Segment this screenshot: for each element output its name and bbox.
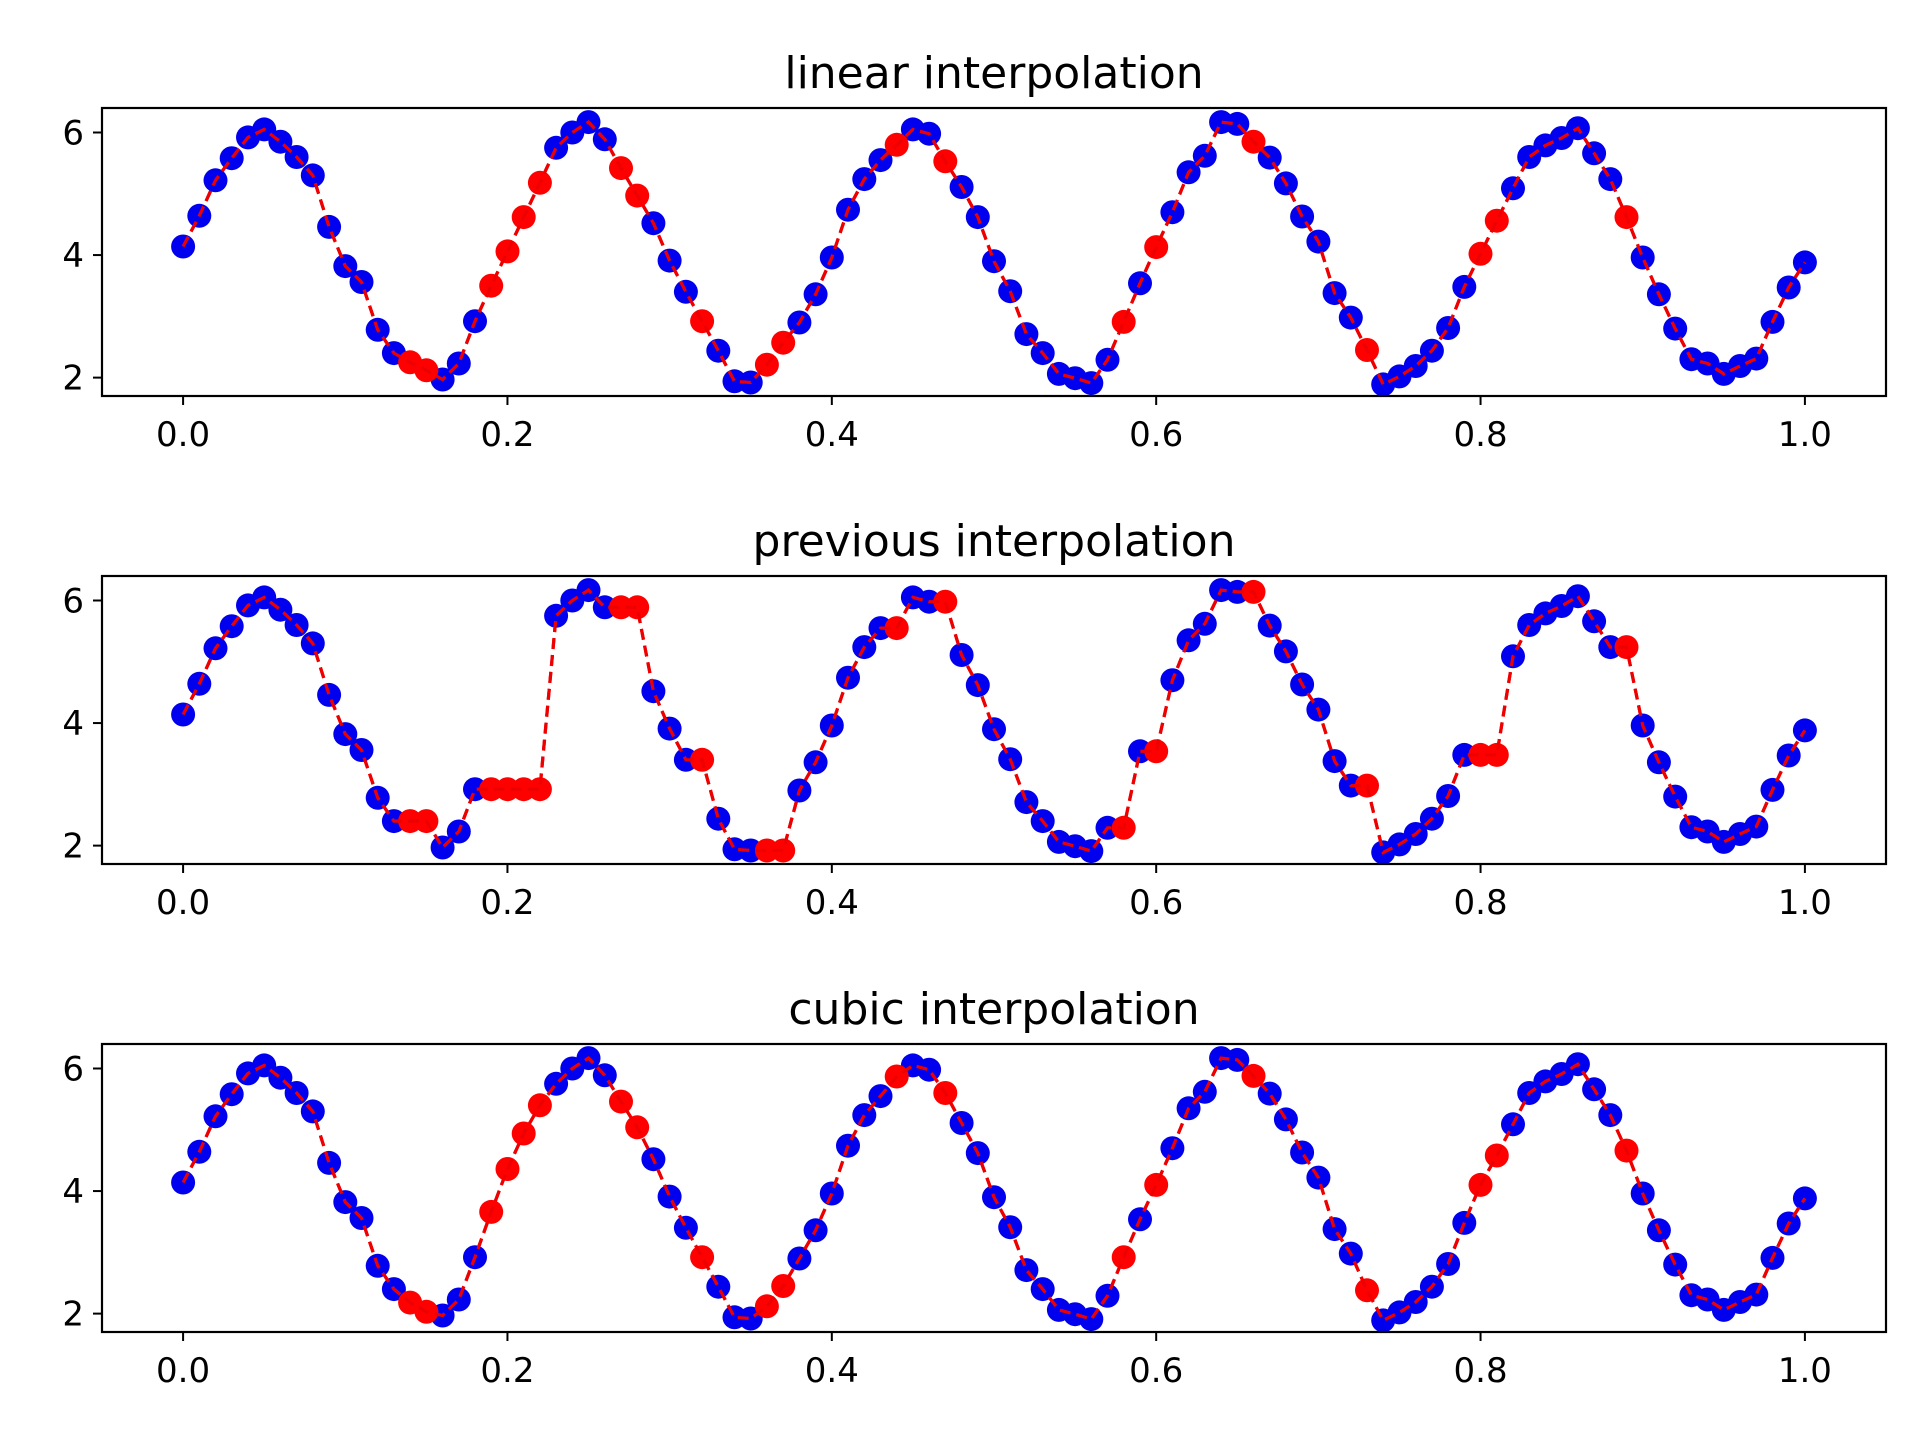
interpolated-point [1484, 208, 1509, 233]
x-tick-label: 0.4 [805, 1351, 859, 1391]
known-point [1273, 1107, 1298, 1132]
interpolated-point [690, 309, 715, 334]
panel-previous: previous interpolation 0.0 0.2 0.4 0.6 0.8 1.0… [62, 516, 1888, 923]
plot-frame [100, 574, 1888, 866]
panel-title-linear: linear interpolation [784, 48, 1203, 99]
interpolated-point [754, 1294, 779, 1319]
known-point [673, 1215, 698, 1240]
x-tick-label: 1.0 [1778, 415, 1832, 455]
x-tick-label: 1.0 [1778, 883, 1832, 923]
y-tick-label: 2 [62, 359, 84, 399]
interpolation-line-overlay [181, 120, 1807, 387]
x-tick-label: 0.0 [156, 1351, 210, 1391]
known-point [706, 806, 731, 831]
y-tick-label: 6 [62, 582, 84, 622]
known-point [1744, 346, 1769, 371]
x-tick-label: 0.8 [1454, 415, 1508, 455]
known-point [1079, 839, 1104, 864]
x-tick-label: 0.2 [480, 1351, 534, 1391]
known-point [673, 279, 698, 304]
known-point [1776, 743, 1801, 768]
interpolated-point [495, 239, 520, 264]
interpolated-point [1355, 1278, 1379, 1303]
x-tick-label: 0.8 [1454, 883, 1508, 923]
known-point [1663, 784, 1688, 809]
known-point [1582, 609, 1607, 634]
interpolated-point [690, 1245, 715, 1270]
x-tick-label: 0.8 [1454, 1351, 1508, 1391]
known-point [1436, 316, 1461, 340]
x-tick-label: 1.0 [1778, 1351, 1832, 1391]
panel-title-previous: previous interpolation [753, 516, 1236, 567]
x-tick-label: 0.0 [156, 883, 210, 923]
y-tick-label: 4 [62, 704, 84, 744]
known-point [1160, 200, 1185, 225]
known-point [706, 338, 731, 363]
interpolated-point [479, 273, 504, 298]
panel-linear: linear interpolation 0.0 0.2 0.4 0.6 0.8 1.0 2 4… [62, 48, 1888, 455]
interpolated-point [771, 838, 796, 863]
known-point [317, 214, 342, 239]
known-point [1630, 245, 1655, 270]
panel-cubic: cubic interpolation 0.0 0.2 0.4 0.6 0.8 1.0 2 4 6 [62, 984, 1888, 1391]
known-point [1598, 167, 1623, 192]
x-tick-label: 0.2 [480, 883, 534, 923]
known-point [1290, 1140, 1315, 1165]
x-tick-label: 0.6 [1129, 1351, 1183, 1391]
known-point [317, 1150, 342, 1175]
plot-frame [100, 106, 1888, 398]
x-tick-label: 0.0 [156, 415, 210, 455]
y-tick-label: 2 [62, 827, 84, 867]
x-tick-label: 0.6 [1129, 883, 1183, 923]
interpolation-line-overlay [181, 588, 1807, 855]
interpolated-point [527, 777, 552, 802]
known-point [1079, 1307, 1104, 1332]
known-point [641, 679, 666, 704]
known-point [1079, 371, 1104, 396]
known-point [1565, 584, 1590, 609]
y-tick-label: 6 [62, 1050, 84, 1090]
known-point [1501, 176, 1525, 201]
known-point [706, 1274, 731, 1299]
interpolated-point [1484, 742, 1509, 767]
y-tick-label: 4 [62, 236, 84, 276]
interpolated-point [625, 595, 650, 620]
plot-frame [100, 1042, 1888, 1334]
x-tick-label: 0.6 [1129, 415, 1183, 455]
known-point [1322, 1217, 1347, 1242]
interpolated-point [933, 589, 958, 614]
y-tick-label: 2 [62, 1295, 84, 1335]
interpolated-point [1111, 309, 1136, 334]
y-tick-label: 4 [62, 1172, 84, 1212]
interpolated-point [1144, 1172, 1169, 1197]
x-tick-label: 0.2 [480, 415, 534, 455]
x-tick-label: 0.4 [805, 883, 859, 923]
known-point [657, 1184, 682, 1209]
known-point [917, 1057, 942, 1082]
y-tick-label: 6 [62, 114, 84, 154]
known-point [317, 682, 342, 707]
interpolation-line-overlay [181, 1056, 1807, 1323]
known-point [1744, 1282, 1769, 1307]
interpolated-point [1144, 739, 1169, 764]
x-tick-label: 0.4 [805, 415, 859, 455]
known-point [1663, 1252, 1688, 1277]
panel-title-cubic: cubic interpolation [788, 984, 1199, 1035]
